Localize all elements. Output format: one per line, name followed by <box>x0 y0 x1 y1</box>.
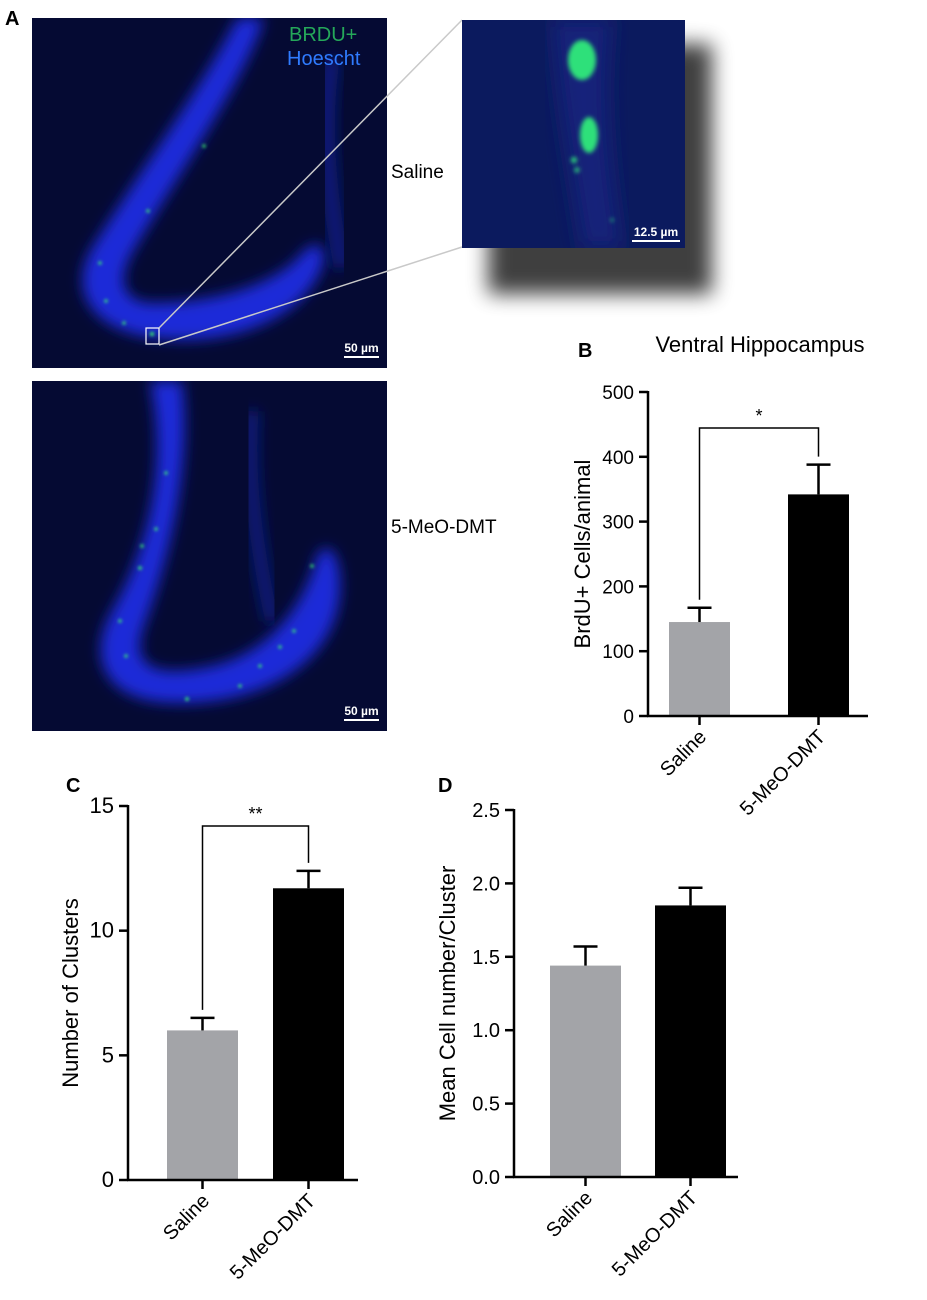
chart-d-y-tick-label-5: 2.5 <box>472 800 500 822</box>
chart-c-significance-label: ** <box>248 804 262 824</box>
micrograph-5meodmt-image <box>100 381 341 704</box>
chart-c-y-tick-label-0: 0 <box>102 1167 114 1192</box>
chart-b-y-tick-label-5: 500 <box>602 383 634 404</box>
chart-b-y-tick-label-0: 0 <box>623 707 634 728</box>
chart-b-bar-0 <box>669 622 730 716</box>
chart-d-bar-0 <box>550 965 621 1177</box>
chart-b-significance-bracket <box>698 427 820 600</box>
chart-b-bar-1 <box>788 494 849 716</box>
chart-c-y-tick-label-3: 15 <box>90 793 114 818</box>
condition-label-5meodmt: 5-MeO-DMT <box>391 517 497 538</box>
panel-letter-d: D <box>438 775 453 797</box>
scale-bar-5meodmt-label: 50 µm <box>344 704 379 718</box>
scale-bar-5meodmt-line <box>344 719 379 721</box>
scale-bar-5meodmt: 50 µm <box>344 704 379 721</box>
chart-b-y-tick-label-1: 100 <box>602 642 634 663</box>
scale-bar-saline-line <box>344 356 379 358</box>
chart-d-y-tick-label-3: 1.5 <box>472 947 500 969</box>
chart-c-y-label: Number of Clusters <box>58 898 83 1088</box>
panel-letter-a: A <box>5 8 20 30</box>
chart-b-y-tick-label-2: 200 <box>602 577 634 598</box>
chart-c-bar-1 <box>273 888 344 1180</box>
chart-b-title: Ventral Hippocampus <box>655 332 864 357</box>
scale-bar-inset-line <box>632 240 680 242</box>
chart-b-significance-label: * <box>755 406 762 426</box>
chart-c-y-tick-label-2: 10 <box>90 918 114 943</box>
chart-d-bar-1 <box>655 905 726 1177</box>
chart-c-significance-bracket <box>201 825 310 1010</box>
chart-d-x-tick-label-0: Saline <box>542 1187 597 1242</box>
chart-b-y-label: BrdU+ Cells/animal <box>570 460 595 649</box>
chart-d-y-label: Mean Cell number/Cluster <box>435 866 460 1122</box>
chart-b-y-tick-label-3: 300 <box>602 513 634 534</box>
chart-d-y-tick-label-2: 1.0 <box>472 1020 500 1042</box>
chart-d-x-tick-label-1: 5-MeO-DMT <box>608 1187 702 1281</box>
panel-letter-c: C <box>66 775 81 797</box>
chart-c-bar-0 <box>167 1030 238 1180</box>
scale-bar-inset-label: 12.5 µm <box>633 225 679 239</box>
chart-d-y-tick-label-1: 0.5 <box>472 1094 500 1116</box>
micrograph-inset: 12.5 µm <box>462 20 685 248</box>
condition-label-saline: Saline <box>391 162 444 183</box>
micrograph-5meodmt: 50 µm <box>32 381 387 731</box>
chart-d-y-tick-label-4: 2.0 <box>472 873 500 895</box>
chart-b-y-tick-label-4: 400 <box>602 448 634 469</box>
chart-d-y-tick-label-0: 0.0 <box>472 1167 500 1189</box>
chart-c-y-tick-label-1: 5 <box>102 1042 114 1067</box>
panel-letter-b: B <box>578 340 593 362</box>
scale-bar-inset: 12.5 µm <box>632 225 680 242</box>
micrograph-inset-image <box>552 20 622 248</box>
